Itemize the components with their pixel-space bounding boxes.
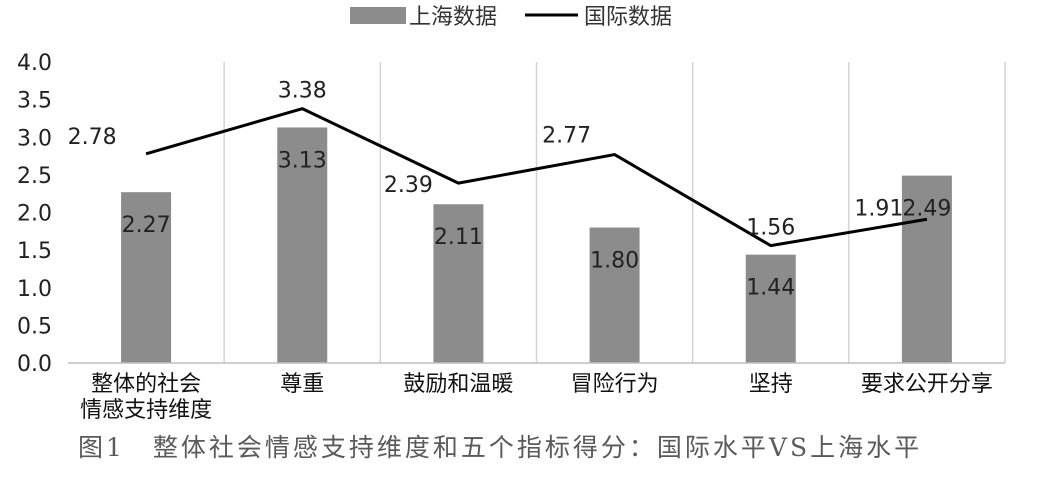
bar [589,227,640,363]
bar [745,254,796,363]
line-value-label: 2.78 [68,125,117,150]
bar-value-label: 2.27 [122,213,171,238]
y-axis: 0.0 0.5 1.0 1.5 2.0 2.5 3.0 3.5 4.0 [17,51,52,377]
legend-line-label: 国际数据 [584,5,672,30]
grid [223,62,1006,363]
x-tick-label: 尊重 [280,372,324,397]
legend: 上海数据 国际数据 [350,5,672,30]
x-axis: 整体的社会情感支持维度 尊重 鼓励和温暖 冒险行为 坚持 要求公开分享 [68,362,1005,423]
bar [901,175,952,363]
line-value-label: 2.39 [384,173,433,198]
y-tick-label: 0.0 [17,352,52,377]
figure-caption: 图1 整体社会情感支持维度和五个指标得分：国际水平VS上海水平 [78,433,923,462]
bar [277,127,328,363]
line-series [145,107,928,248]
data-labels: 2.27 3.13 2.11 1.80 1.44 2.49 2.78 3.38 2.39 2.77… [68,79,952,301]
y-tick-label: 2.5 [17,164,52,189]
bar-value-label: 1.80 [590,249,639,274]
y-tick-label: 4.0 [17,51,52,76]
y-tick-label: 0.5 [17,314,52,339]
bar-value-label: 1.44 [746,276,795,301]
y-tick-label: 2.0 [17,202,52,227]
line-value-label: 1.56 [746,216,795,241]
x-tick-label: 冒险行为 [571,372,659,397]
x-tick-label: 坚持 [749,372,793,397]
series-line [145,107,928,248]
bar-value-label: 2.11 [434,225,483,250]
y-tick-label: 1.5 [17,239,52,264]
x-tick-label: 鼓励和温暖 [403,372,513,397]
y-tick-label: 3.5 [17,89,52,114]
x-tick-label: 要求公开分享 [861,372,993,397]
bar-value-label: 3.13 [278,148,327,173]
x-tick-label: 整体的社会情感支持维度 [80,372,212,423]
y-tick-label: 1.0 [17,277,52,302]
legend-bar-label: 上海数据 [409,5,497,30]
bar [433,204,484,363]
line-value-label: 3.38 [278,79,327,104]
y-tick-label: 3.0 [17,126,52,151]
bar [121,192,172,363]
bar-series [121,127,952,363]
bar-value-label: 2.49 [902,197,951,222]
line-value-label: 2.77 [542,124,591,149]
legend-bar-swatch [350,7,406,24]
chart: 上海数据 国际数据 0.0 0.5 1.0 1.5 2.0 2.5 3.0 3.5 4.0 2.… [17,5,1006,423]
line-value-label: 1.91 [854,196,903,221]
